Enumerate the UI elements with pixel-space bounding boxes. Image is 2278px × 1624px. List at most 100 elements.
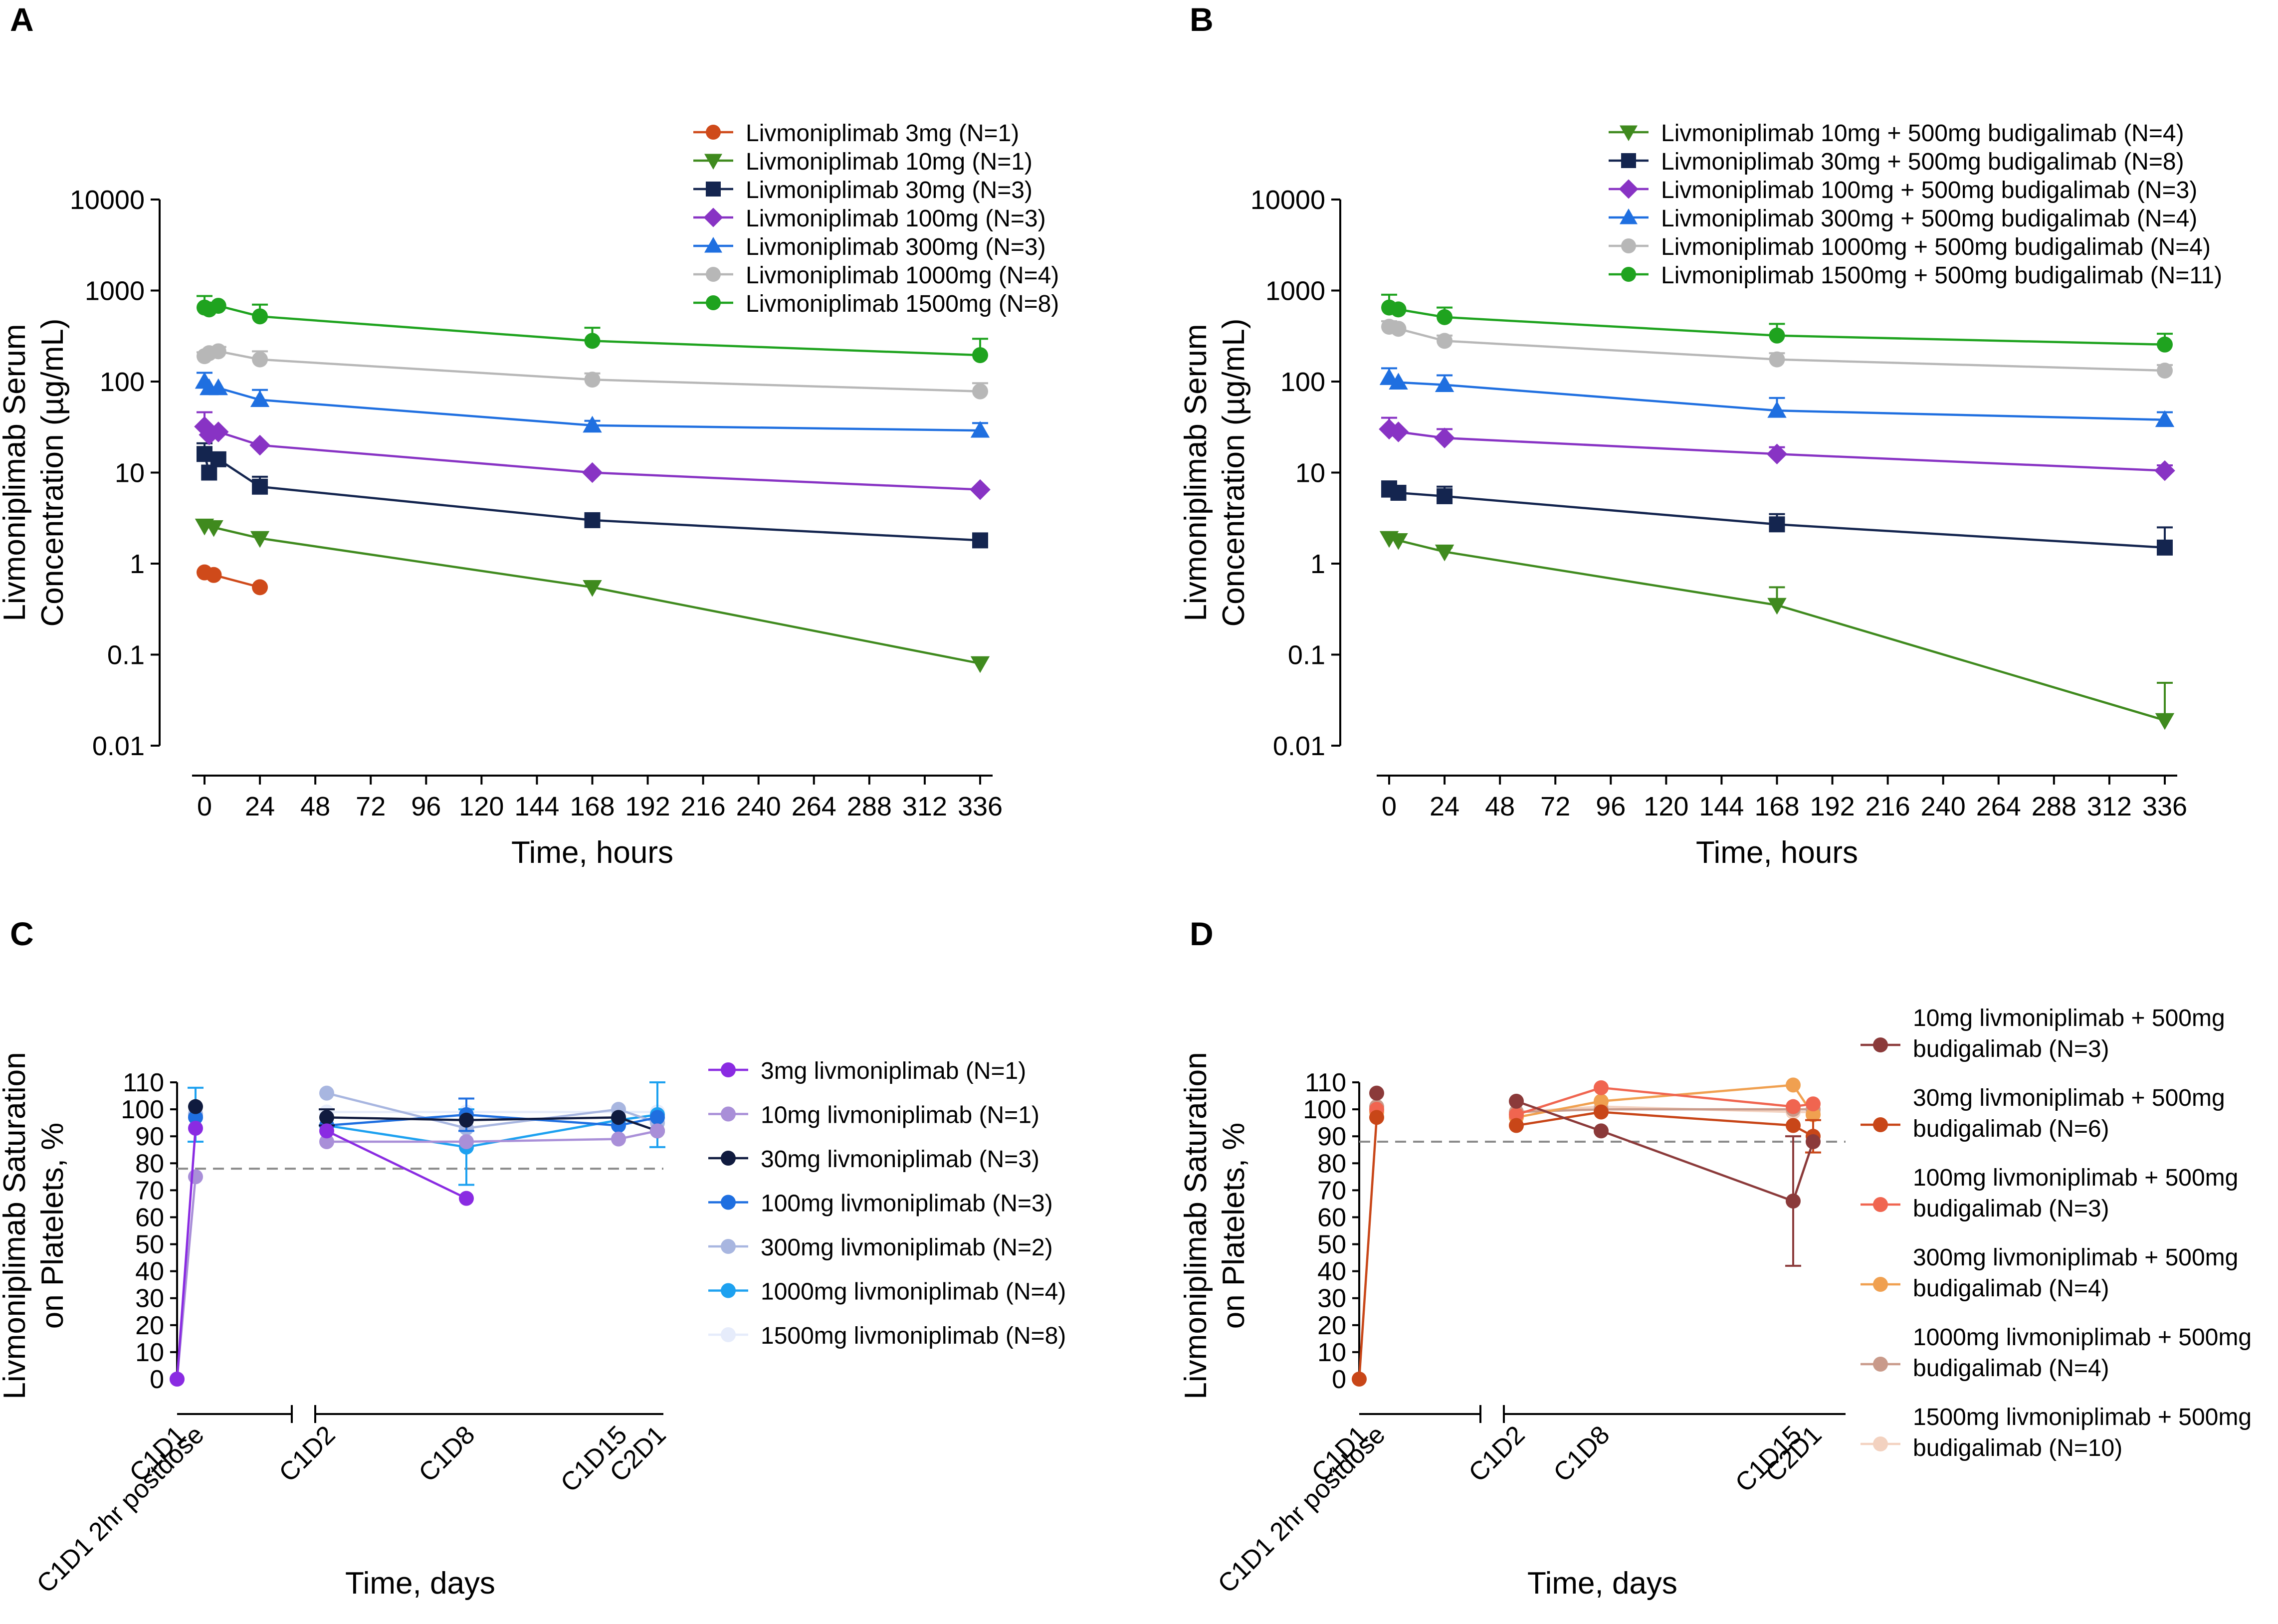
panel-c-data-point bbox=[188, 1099, 203, 1114]
panel-c-y-tick-label: 20 bbox=[135, 1311, 164, 1340]
panel-c-series-segment bbox=[466, 1116, 619, 1121]
panel-b-x-tick-label: 216 bbox=[1865, 792, 1910, 821]
panel-a-data-point bbox=[252, 308, 268, 325]
panel-c-y-tick-label: 110 bbox=[123, 1068, 164, 1097]
panel-a-data-point bbox=[206, 567, 222, 583]
panel-a-legend-label: Livmoniplimab 100mg (N=3) bbox=[746, 205, 1046, 232]
panel-d-y-tick-label: 100 bbox=[1303, 1095, 1346, 1124]
panel-b-data-point bbox=[1437, 309, 1453, 325]
panel-b-x-tick-label: 0 bbox=[1382, 792, 1397, 821]
panel-a-y-label-line2: Concentration (µg/mL) bbox=[35, 318, 70, 626]
panel-b-data-point bbox=[2155, 713, 2175, 730]
panel-d-data-point bbox=[1806, 1107, 1821, 1122]
panel-b-x-tick-label: 240 bbox=[1921, 792, 1966, 821]
panel-a-x-tick-label: 48 bbox=[300, 792, 330, 821]
panel-b-x-label: Time, hours bbox=[1696, 835, 1858, 870]
panel-c-legend-marker bbox=[721, 1106, 736, 1122]
panel-b-y-tick-label: 100 bbox=[1280, 367, 1325, 397]
panel-c-data-point bbox=[650, 1110, 665, 1125]
panel-d-legend-marker bbox=[1873, 1277, 1888, 1292]
panel-c-data-point bbox=[319, 1085, 334, 1101]
panel-b-y-label-line2: Concentration (µg/mL) bbox=[1217, 318, 1251, 626]
panel-c-series-segment bbox=[326, 1116, 467, 1121]
panel-d-series-segment bbox=[1516, 1108, 1602, 1113]
panel-a-data-point bbox=[210, 451, 226, 467]
panel-a: 0.01 0.1 1 10 100 1000 10000 0 24 48 72 96 120 144 168… bbox=[0, 120, 1059, 870]
panel-c-legend-label: 10mg livmoniplimab (N=1) bbox=[761, 1102, 1039, 1129]
panel-b-y-tick-label: 0.01 bbox=[1273, 731, 1325, 761]
panel-c-data-point bbox=[188, 1169, 203, 1185]
panel-c-legend-marker bbox=[721, 1195, 736, 1210]
panel-b-legend-marker bbox=[1620, 125, 1638, 141]
panel-c-legend-label: 300mg livmoniplimab (N=2) bbox=[761, 1234, 1053, 1261]
panel-b-data-point bbox=[2157, 362, 2173, 379]
panel-b-y-tick-label: 10 bbox=[1295, 458, 1325, 488]
panel-a-data-point bbox=[250, 531, 270, 548]
panel-b-data-point bbox=[1437, 488, 1453, 504]
panel-b-legend-label: Livmoniplimab 300mg + 500mg budigalimab … bbox=[1661, 205, 2197, 232]
panel-c-legend-label: 100mg livmoniplimab (N=3) bbox=[761, 1191, 1053, 1217]
panel-a-legend-marker bbox=[706, 182, 721, 197]
panel-b-x-tick-label: 96 bbox=[1596, 792, 1626, 821]
panel-c-x-tick-label: C1D8 bbox=[413, 1420, 480, 1487]
panel-d-data-point bbox=[1509, 1107, 1524, 1122]
panel-a-legend-marker bbox=[706, 267, 721, 282]
panel-d-data-point bbox=[1806, 1134, 1821, 1149]
panel-a-x-tick-label: 0 bbox=[197, 792, 212, 821]
panel-a-data-point bbox=[582, 462, 603, 483]
panel-c-x-tick-label: C1D2 bbox=[273, 1420, 341, 1487]
panel-c-data-point bbox=[650, 1123, 665, 1139]
panel-c-series-segment bbox=[326, 1113, 467, 1127]
panel-a-data-point bbox=[584, 372, 601, 388]
panel-d-data-point bbox=[1594, 1104, 1609, 1120]
panel-b-data-point bbox=[1390, 301, 1407, 318]
panel-c-data-point bbox=[459, 1191, 474, 1206]
panel-c-legend-label: 3mg livmoniplimab (N=1) bbox=[761, 1058, 1026, 1084]
panel-b-x-tick-label: 192 bbox=[1810, 792, 1855, 821]
panel-a-x-tick-label: 216 bbox=[681, 792, 726, 821]
panel-b-data-point bbox=[1390, 321, 1407, 337]
panel-b-legend-label: Livmoniplimab 1000mg + 500mg budigalimab… bbox=[1661, 234, 2211, 260]
panel-c-x-tick-label: C1D1 2hr postdose bbox=[31, 1420, 210, 1599]
panel-c-legend-marker bbox=[721, 1327, 736, 1342]
panel-c-y-tick-label: 10 bbox=[135, 1338, 164, 1367]
panel-c-data-point bbox=[319, 1134, 334, 1149]
panel-b-x-tick-label: 312 bbox=[2087, 792, 2132, 821]
panel-d-data-point bbox=[1369, 1110, 1384, 1125]
panel-c-data-point bbox=[611, 1131, 626, 1147]
panel-d-series-segment bbox=[1516, 1100, 1602, 1119]
panel-d-series-segment bbox=[1516, 1086, 1602, 1116]
panel-b-data-point bbox=[2154, 460, 2175, 481]
panel-a-legend-label: Livmoniplimab 300mg (N=3) bbox=[746, 234, 1046, 260]
panel-d-y-tick-label: 110 bbox=[1305, 1068, 1346, 1097]
panel-a-x-tick-label: 72 bbox=[356, 792, 386, 821]
panel-label-c: C bbox=[10, 915, 34, 952]
panel-a-data-point bbox=[210, 298, 226, 314]
panel-c-y-label-line1: Livmoniplimab Saturation bbox=[0, 1052, 32, 1399]
panel-c-legend-label: 1500mg livmoniplimab (N=8) bbox=[761, 1323, 1066, 1349]
panel-c-legend-label: 30mg livmoniplimab (N=3) bbox=[761, 1146, 1039, 1173]
panel-b-legend-marker bbox=[1621, 153, 1636, 168]
panel-d-legend-label-line2: budigalimab (N=10) bbox=[1913, 1435, 2122, 1461]
panel-d-legend-marker bbox=[1873, 1037, 1888, 1052]
panel-b-x-tick-label: 144 bbox=[1699, 792, 1744, 821]
panel-d-data-point bbox=[1594, 1123, 1609, 1139]
panel-a-data-point bbox=[584, 512, 601, 528]
panel-c-y-tick-label: 80 bbox=[135, 1149, 164, 1178]
panel-a-data-point bbox=[208, 378, 228, 396]
panel-d-legend-marker bbox=[1873, 1197, 1888, 1212]
panel-c-data-point bbox=[188, 1120, 203, 1136]
panel-d-y-tick-label: 40 bbox=[1317, 1257, 1346, 1286]
panel-b-legend-marker bbox=[1621, 238, 1636, 253]
panel-label-a: A bbox=[10, 1, 34, 38]
panel-a-data-point bbox=[970, 479, 991, 500]
panel-d-data-point bbox=[1509, 1118, 1524, 1133]
panel-a-data-point bbox=[583, 580, 602, 597]
panel-d-data-point bbox=[1786, 1099, 1801, 1114]
panel-b-data-point bbox=[1435, 375, 1454, 393]
panel-c-data-point bbox=[188, 1110, 203, 1125]
panel-d-legend-marker bbox=[1873, 1436, 1888, 1451]
panel-b-x-tick-label: 264 bbox=[1976, 792, 2021, 821]
